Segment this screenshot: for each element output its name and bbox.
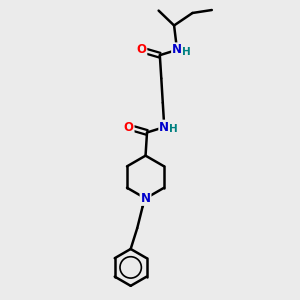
Text: N: N xyxy=(140,192,151,205)
Text: H: H xyxy=(169,124,178,134)
Text: O: O xyxy=(136,43,146,56)
Text: O: O xyxy=(124,121,134,134)
Text: N: N xyxy=(172,43,182,56)
Text: N: N xyxy=(159,121,169,134)
Text: H: H xyxy=(182,47,190,57)
